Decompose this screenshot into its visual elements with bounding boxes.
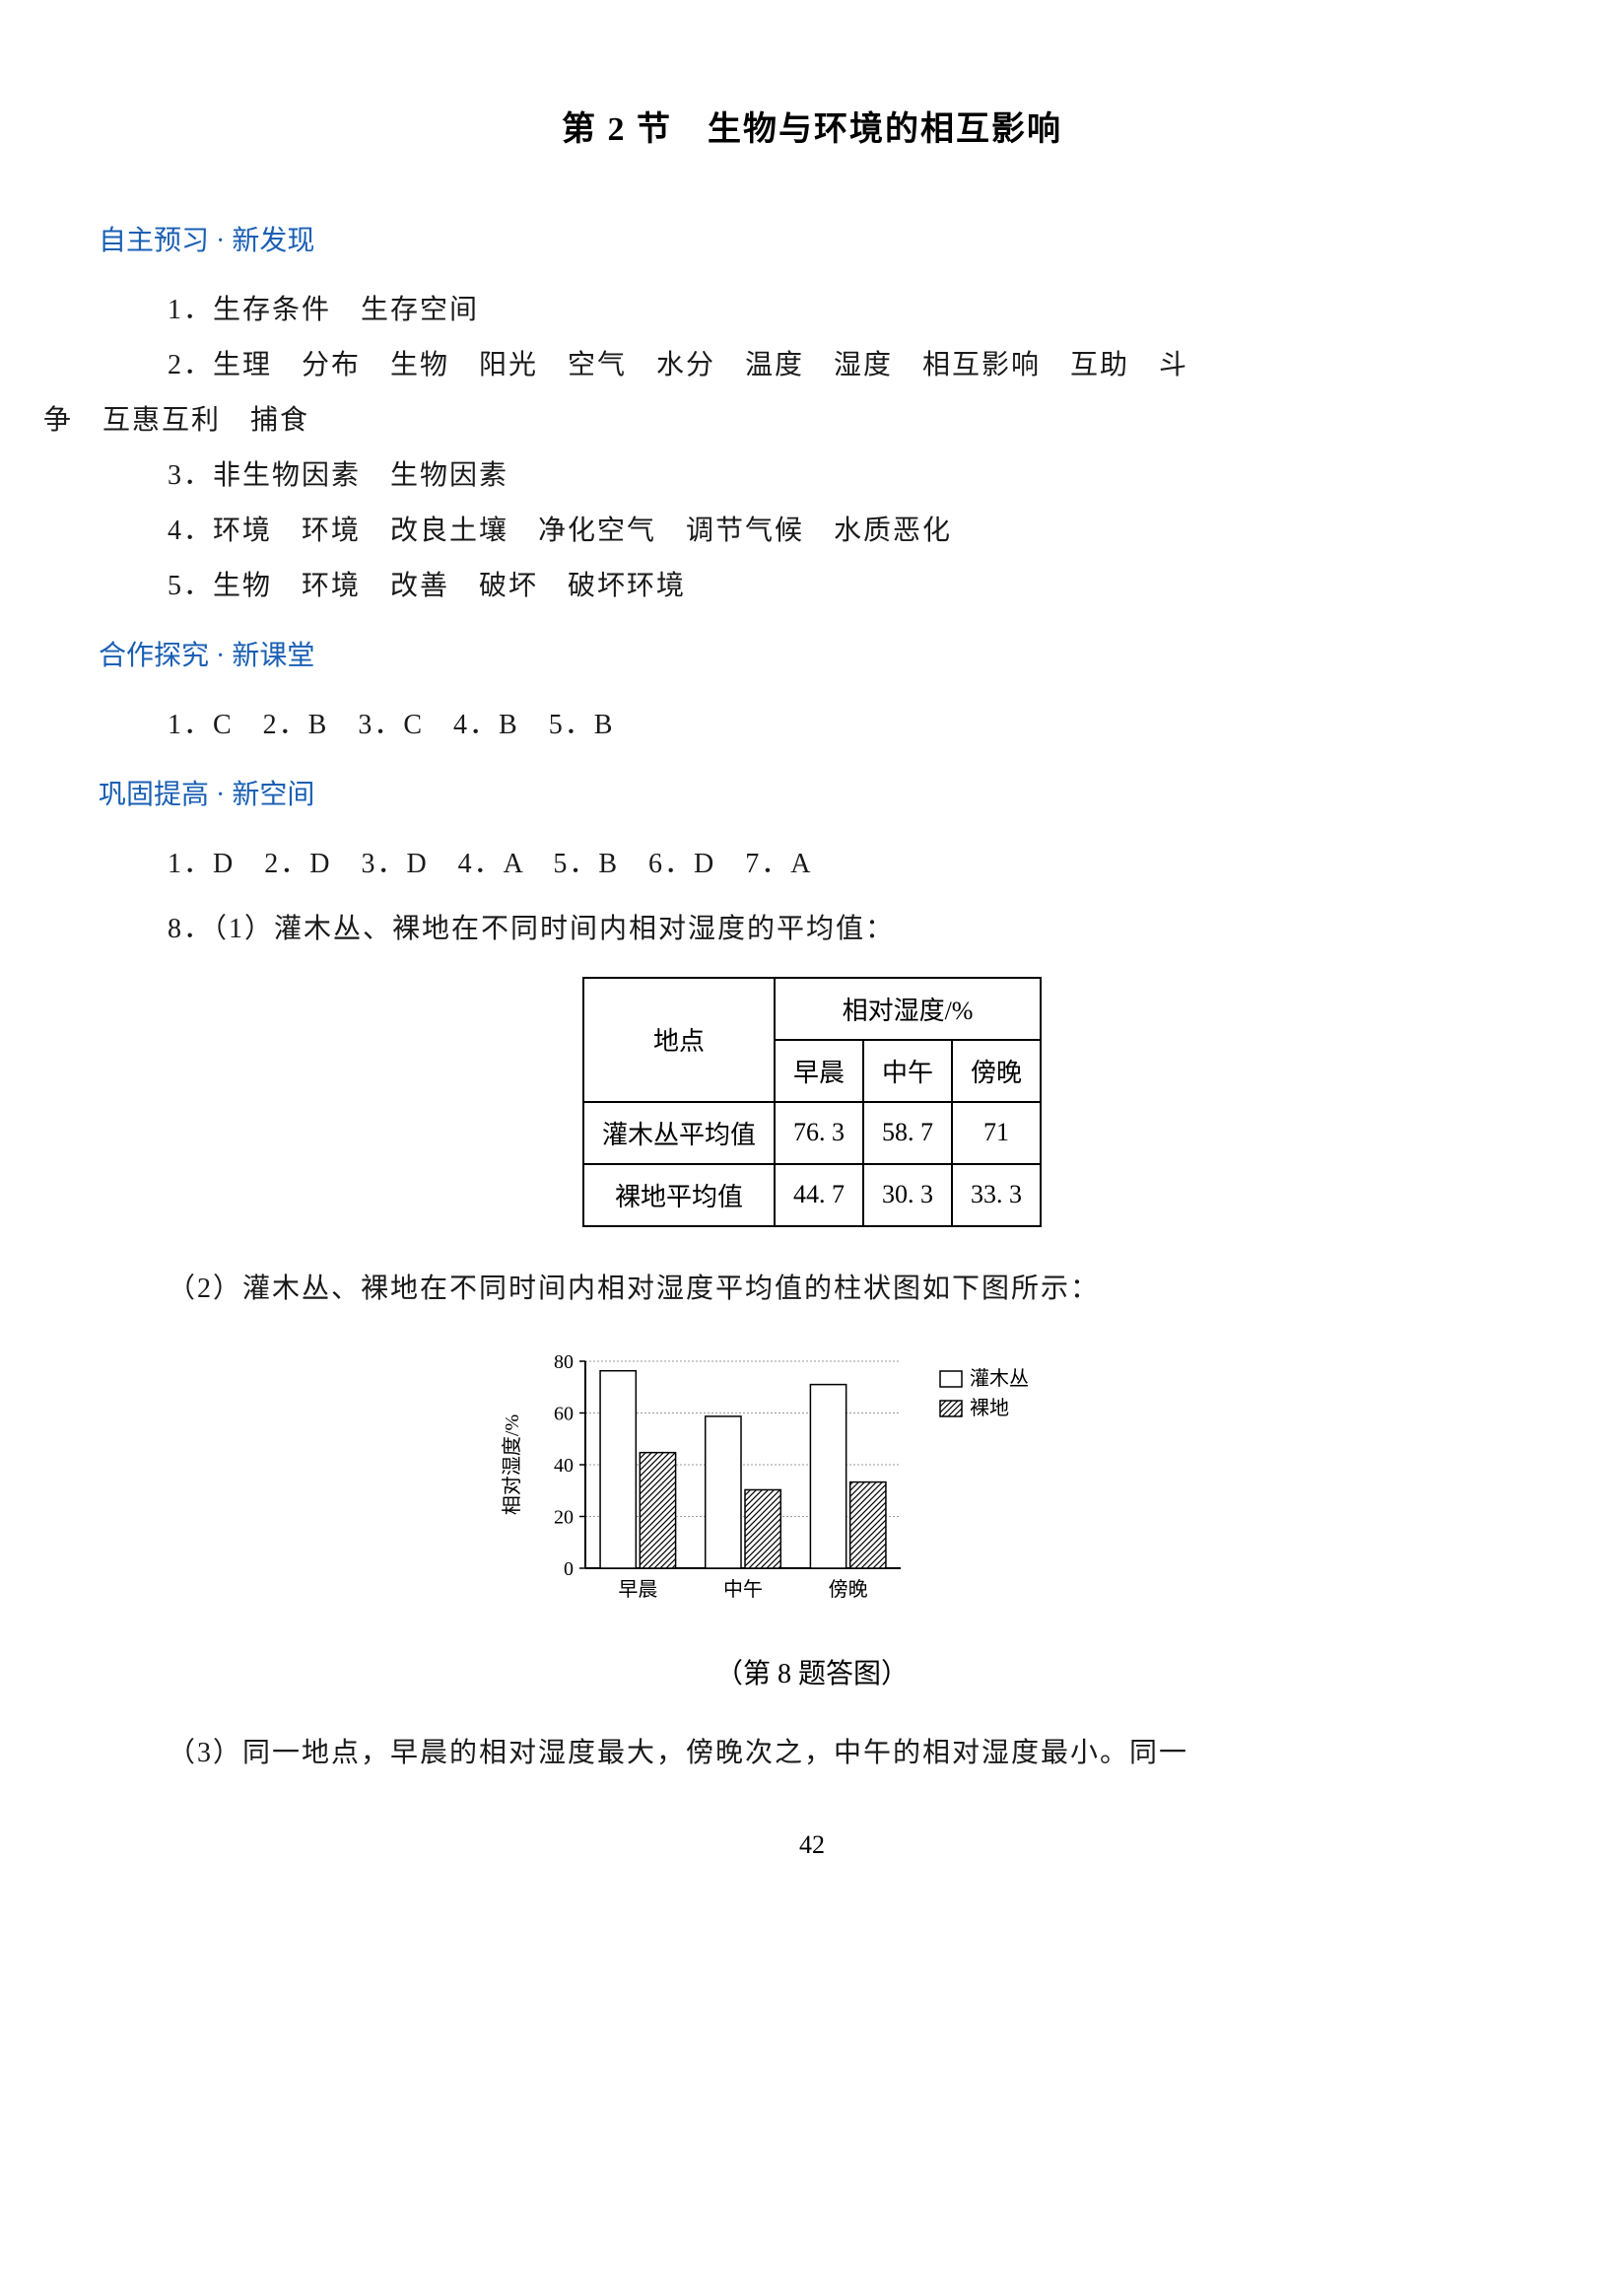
svg-text:0: 0	[564, 1558, 574, 1580]
th-time-morning: 早晨	[775, 1040, 863, 1102]
row-label: 灌木丛平均值	[583, 1102, 775, 1164]
page-title: 第 2 节 生物与环境的相互影响	[99, 102, 1525, 150]
humidity-table: 地点 相对湿度/% 早晨 中午 傍晚 灌木丛平均值 76. 3 58. 7 71…	[582, 977, 1042, 1227]
cell: 30. 3	[863, 1164, 952, 1226]
preview-line-2-cont: 争 互惠互利 捕食	[99, 393, 1525, 448]
svg-text:中午: 中午	[723, 1578, 763, 1601]
section-header-explore: 合作探究 · 新课堂	[99, 634, 1525, 673]
th-humidity: 相对湿度/%	[775, 978, 1041, 1040]
row-label: 裸地平均值	[583, 1164, 775, 1226]
table-row: 地点 相对湿度/%	[583, 978, 1041, 1040]
q8-part3: （3）同一地点，早晨的相对湿度最大，傍晚次之，中午的相对湿度最小。同一	[99, 1726, 1525, 1781]
th-time-noon: 中午	[863, 1040, 952, 1102]
cell: 71	[952, 1102, 1041, 1164]
svg-text:傍晚: 傍晚	[829, 1578, 868, 1601]
explore-answers: 1．C 2．B 3．C 4．B 5．B	[99, 698, 1525, 753]
preview-line-1: 1．生存条件 生存空间	[99, 283, 1525, 338]
bar-chart-wrap: 0 20 40 60 80 相对湿度/% 早晨 中午 傍晚 灌木丛裸地	[99, 1342, 1525, 1637]
section-header-consolidate: 巩固提高 · 新空间	[99, 773, 1525, 812]
table-row: 裸地平均值 44. 7 30. 3 33. 3	[583, 1164, 1041, 1226]
cell: 33. 3	[952, 1164, 1041, 1226]
page-number: 42	[99, 1830, 1525, 1860]
svg-text:80: 80	[554, 1351, 574, 1373]
preview-line-5: 5．生物 环境 改善 破坏 破坏环境	[99, 559, 1525, 614]
svg-text:早晨: 早晨	[618, 1579, 657, 1601]
table-row: 灌木丛平均值 76. 3 58. 7 71	[583, 1102, 1041, 1164]
th-location: 地点	[583, 978, 775, 1102]
svg-text:40: 40	[554, 1455, 574, 1477]
cell: 76. 3	[775, 1102, 863, 1164]
chart-caption: （第 8 题答图）	[99, 1652, 1525, 1691]
consolidate-answers: 1．D 2．D 3．D 4．A 5．B 6．D 7．A	[99, 837, 1525, 892]
cell: 44. 7	[775, 1164, 863, 1226]
humidity-table-wrap: 地点 相对湿度/% 早晨 中午 傍晚 灌木丛平均值 76. 3 58. 7 71…	[99, 977, 1525, 1227]
section-header-preview: 自主预习 · 新发现	[99, 219, 1525, 258]
preview-line-3: 3．非生物因素 生物因素	[99, 448, 1525, 504]
svg-text:相对湿度/%: 相对湿度/%	[501, 1414, 523, 1515]
q8-intro: 8．（1）灌木丛、裸地在不同时间内相对湿度的平均值：	[99, 902, 1525, 957]
cell: 58. 7	[863, 1102, 952, 1164]
preview-line-2: 2．生理 分布 生物 阳光 空气 水分 温度 湿度 相互影响 互助 斗	[99, 338, 1525, 393]
svg-text:裸地: 裸地	[970, 1397, 1009, 1419]
preview-line-4: 4．环境 环境 改良土壤 净化空气 调节气候 水质恶化	[99, 504, 1525, 559]
svg-text:60: 60	[554, 1403, 574, 1424]
q8-part2: （2）灌木丛、裸地在不同时间内相对湿度平均值的柱状图如下图所示：	[99, 1262, 1525, 1317]
bar-chart: 0 20 40 60 80 相对湿度/% 早晨 中午 傍晚 灌木丛裸地	[497, 1342, 1127, 1637]
th-time-evening: 傍晚	[952, 1040, 1041, 1102]
svg-text:20: 20	[554, 1506, 574, 1528]
svg-text:灌木丛: 灌木丛	[970, 1367, 1029, 1390]
